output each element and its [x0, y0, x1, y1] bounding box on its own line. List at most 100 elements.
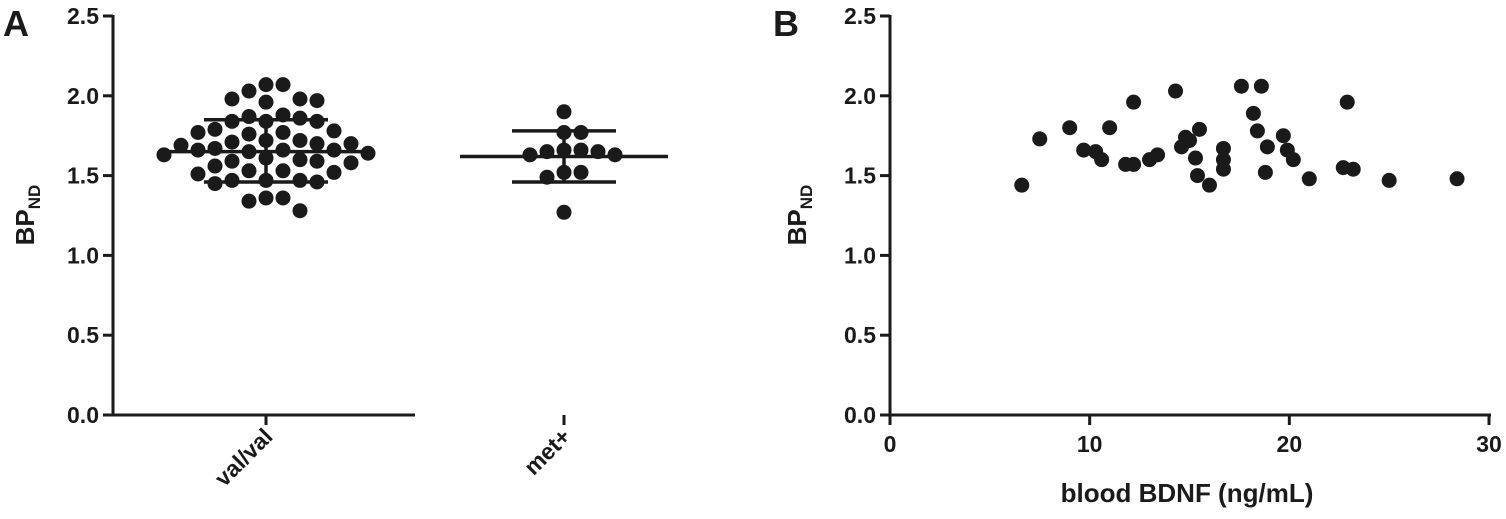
data-point	[275, 107, 291, 123]
data-point	[241, 83, 257, 99]
panel-b-label: B	[773, 3, 799, 44]
data-point	[1245, 105, 1261, 121]
data-point	[156, 147, 172, 163]
data-point	[556, 104, 572, 120]
data-point	[1449, 171, 1465, 187]
x-tick-label: met+	[519, 423, 576, 480]
x-tick-label: 30	[1476, 431, 1502, 457]
data-point	[1189, 168, 1205, 184]
data-point	[343, 136, 359, 152]
data-point	[258, 150, 274, 166]
data-point	[1201, 177, 1217, 193]
data-point	[224, 153, 240, 169]
data-point	[258, 77, 274, 93]
data-point	[190, 142, 206, 158]
panel-a-label: A	[3, 3, 29, 44]
panel-b-y-ticks: 0.0 0.5 1.0 1.5 2.0 2.5	[844, 3, 890, 428]
data-point	[258, 113, 274, 129]
data-point	[1381, 172, 1397, 188]
panel-b-x-ticks: 0 10 20 30	[884, 415, 1502, 457]
data-point	[1215, 140, 1231, 156]
panel-b-chart: B BPND 0.0 0.5 1.0 1.5 2.0 2.5 0 10 20 30 blood …	[773, 3, 1502, 508]
data-point	[258, 190, 274, 206]
panel-a-chart: A BPND 0.0 0.5 1.0 1.5 2.0 2.5 val/val met+	[3, 3, 668, 491]
y-tick-label: 0.5	[67, 322, 99, 348]
data-point	[309, 153, 325, 169]
data-point	[275, 163, 291, 179]
data-point	[241, 109, 257, 125]
data-point	[173, 137, 189, 153]
data-point	[275, 190, 291, 206]
data-point	[1076, 142, 1092, 158]
data-point	[326, 123, 342, 139]
data-point	[1253, 78, 1269, 94]
data-point	[1275, 128, 1291, 144]
y-tick-label: 1.5	[844, 163, 876, 189]
panel-a-points	[156, 77, 623, 220]
data-point	[1249, 123, 1265, 139]
data-point	[275, 125, 291, 141]
data-point	[1126, 156, 1142, 172]
data-point	[292, 110, 308, 126]
y-tick-label: 2.0	[844, 83, 876, 109]
data-point	[573, 164, 589, 180]
data-point	[1285, 152, 1301, 168]
data-point	[207, 121, 223, 137]
panel-a-y-ticks: 0.0 0.5 1.0 1.5 2.0 2.5	[67, 3, 113, 428]
x-tick-label: 20	[1277, 431, 1303, 457]
x-tick-label: 10	[1077, 431, 1103, 457]
data-point	[1126, 94, 1142, 110]
data-point	[539, 144, 555, 160]
data-point	[292, 152, 308, 168]
data-point	[241, 144, 257, 160]
data-point	[207, 158, 223, 174]
data-point	[258, 94, 274, 110]
panel-b-x-axis-title: blood BDNF (ng/mL)	[1061, 478, 1314, 508]
data-point	[292, 91, 308, 107]
data-point	[309, 174, 325, 190]
x-tick-label: 0	[884, 431, 897, 457]
data-point	[275, 77, 291, 93]
data-point	[607, 147, 623, 163]
data-point	[343, 155, 359, 171]
data-point	[326, 142, 342, 158]
data-point	[224, 113, 240, 129]
y-tick-label: 1.0	[67, 242, 99, 268]
data-point	[309, 93, 325, 109]
data-point	[1301, 171, 1317, 187]
data-point	[190, 125, 206, 141]
y-tick-label: 1.0	[844, 242, 876, 268]
data-point	[556, 142, 572, 158]
data-point	[556, 164, 572, 180]
data-point	[1094, 152, 1110, 168]
y-tick-label: 0.0	[67, 402, 99, 428]
data-point	[1215, 161, 1231, 177]
y-tick-label: 2.5	[67, 3, 99, 29]
data-point	[1191, 121, 1207, 137]
panel-a-x-ticks: val/val met+	[209, 415, 576, 491]
panel-a-y-axis-title: BPND	[10, 185, 44, 246]
data-point	[241, 193, 257, 209]
y-tick-label: 2.0	[67, 83, 99, 109]
data-point	[1187, 150, 1203, 166]
data-point	[1339, 94, 1355, 110]
panel-b-points	[1014, 78, 1465, 193]
data-point	[1259, 139, 1275, 155]
data-point	[224, 134, 240, 150]
data-point	[1257, 164, 1273, 180]
data-point	[258, 172, 274, 188]
data-point	[1345, 161, 1361, 177]
data-point	[241, 163, 257, 179]
data-point	[292, 132, 308, 148]
data-point	[360, 145, 376, 161]
data-point	[326, 164, 342, 180]
data-point	[590, 144, 606, 160]
data-point	[539, 169, 555, 185]
y-tick-label: 1.5	[67, 163, 99, 189]
data-point	[1102, 120, 1118, 136]
data-point	[1032, 131, 1048, 147]
data-point	[1150, 147, 1166, 163]
data-point	[275, 142, 291, 158]
data-point	[309, 113, 325, 129]
